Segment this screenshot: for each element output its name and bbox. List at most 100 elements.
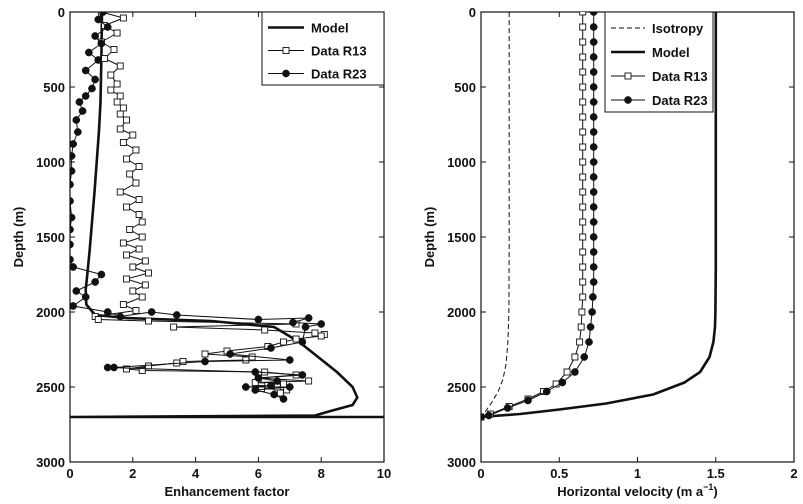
data-point-data-r13 bbox=[141, 281, 149, 289]
data-point-data-r23 bbox=[589, 83, 598, 91]
data-point-data-r23 bbox=[72, 116, 81, 124]
legend-label-isotropy: Isotropy bbox=[652, 21, 704, 36]
x-tick-label: 6 bbox=[255, 466, 262, 481]
data-point-data-r23 bbox=[484, 411, 493, 420]
data-point-data-r23 bbox=[70, 225, 74, 234]
data-point-data-r13 bbox=[116, 188, 124, 196]
data-point-data-r13 bbox=[579, 188, 587, 196]
data-point-data-r13 bbox=[201, 350, 209, 358]
data-point-data-r13 bbox=[107, 71, 115, 79]
y-tick-label: 2000 bbox=[447, 305, 476, 320]
data-point-data-r23 bbox=[251, 386, 260, 394]
series-model bbox=[70, 12, 384, 419]
data-point-data-r13 bbox=[579, 158, 587, 166]
data-point-data-r23 bbox=[301, 323, 310, 331]
data-point-data-r13 bbox=[119, 139, 127, 146]
data-point-data-r23 bbox=[78, 107, 87, 115]
data-point-data-r23 bbox=[586, 323, 595, 331]
data-point-data-r23 bbox=[542, 387, 551, 396]
data-point-data-r13 bbox=[292, 335, 300, 343]
data-point-data-r23 bbox=[81, 293, 90, 301]
x-tick-label: 2 bbox=[790, 466, 797, 481]
data-point-data-r23 bbox=[70, 167, 76, 175]
data-point-data-r23 bbox=[81, 92, 90, 100]
data-point-data-r13 bbox=[135, 245, 143, 253]
data-point-data-r13 bbox=[579, 128, 587, 136]
data-point-data-r23 bbox=[589, 53, 598, 61]
data-point-data-r13 bbox=[123, 365, 130, 373]
data-point-data-r23 bbox=[279, 395, 288, 403]
data-point-data-r23 bbox=[588, 308, 596, 316]
data-point-data-r23 bbox=[304, 314, 313, 322]
data-point-data-r23 bbox=[285, 356, 294, 364]
data-point-data-r23 bbox=[70, 140, 77, 148]
y-tick-label: 500 bbox=[43, 80, 65, 95]
data-point-data-r13 bbox=[576, 338, 584, 346]
data-point-data-r13 bbox=[579, 233, 587, 241]
data-point-data-r13 bbox=[116, 92, 124, 100]
legend-label-data-r13: Data R13 bbox=[652, 69, 708, 84]
data-point-data-r13 bbox=[242, 356, 250, 364]
data-point-data-r23 bbox=[589, 293, 597, 301]
data-point-data-r13 bbox=[311, 329, 319, 337]
data-point-data-r23 bbox=[91, 75, 99, 84]
data-point-data-r23 bbox=[241, 383, 250, 391]
data-point-data-r13 bbox=[107, 86, 115, 94]
data-point-data-r13 bbox=[116, 125, 124, 133]
data-point-data-r13 bbox=[579, 278, 587, 286]
data-point-data-r23 bbox=[70, 240, 74, 249]
data-point-data-r13 bbox=[280, 338, 287, 346]
y-tick-label: 0 bbox=[58, 5, 65, 20]
data-point-data-r13 bbox=[317, 332, 325, 340]
x-tick-label: 0.5 bbox=[550, 466, 568, 481]
data-point-data-r23 bbox=[94, 15, 103, 24]
data-point-data-r23 bbox=[91, 278, 99, 286]
data-point-data-r13 bbox=[579, 113, 587, 121]
data-point-data-r13 bbox=[579, 293, 587, 301]
data-point-data-r13 bbox=[110, 46, 118, 53]
data-point-data-r13 bbox=[138, 233, 146, 241]
x-tick-label: 0 bbox=[66, 466, 73, 481]
data-point-data-r23 bbox=[74, 128, 82, 136]
data-point-data-r13 bbox=[116, 62, 124, 70]
data-point-data-r23 bbox=[481, 413, 485, 421]
data-point-data-r23 bbox=[580, 353, 589, 361]
data-point-data-r23 bbox=[589, 233, 598, 241]
data-point-data-r13 bbox=[579, 203, 587, 211]
data-point-data-r13 bbox=[119, 104, 127, 112]
data-point-data-r23 bbox=[503, 404, 512, 412]
data-point-data-r23 bbox=[558, 378, 567, 387]
data-point-data-r13 bbox=[129, 287, 137, 295]
data-point-data-r23 bbox=[589, 203, 598, 211]
series-line-data-r13 bbox=[481, 12, 584, 418]
data-point-data-r23 bbox=[589, 143, 598, 151]
data-point-data-r13 bbox=[579, 12, 587, 16]
data-point-data-r13 bbox=[579, 83, 587, 91]
y-tick-label: 3000 bbox=[36, 455, 65, 470]
y-tick-label: 500 bbox=[454, 80, 476, 95]
right-panel-horizontal-velocity: 0 0.5 1 1.5 2 0 500 1000 1500 2000 2500 3000 Horizon… bbox=[422, 5, 798, 499]
data-point-data-r13 bbox=[113, 29, 121, 37]
data-point-data-r13 bbox=[123, 203, 130, 211]
data-point-data-r13 bbox=[123, 155, 130, 163]
y-tick-label: 3000 bbox=[447, 455, 476, 470]
data-point-data-r13 bbox=[280, 380, 287, 388]
data-point-data-r13 bbox=[119, 239, 127, 247]
data-point-data-r23 bbox=[317, 320, 326, 328]
data-point-data-r13 bbox=[170, 323, 178, 331]
data-point-data-r13 bbox=[123, 251, 130, 259]
x-tick-label: 10 bbox=[377, 466, 391, 481]
x-tick-label: 8 bbox=[318, 466, 325, 481]
data-point-data-r23 bbox=[103, 23, 112, 31]
data-point-data-r23 bbox=[147, 308, 156, 316]
legend-label-model: Model bbox=[311, 21, 349, 36]
data-point-data-r23 bbox=[289, 318, 297, 327]
y-axis-label: Depth (m) bbox=[11, 207, 26, 268]
legend-marker-data-r13 bbox=[282, 47, 290, 54]
data-point-data-r23 bbox=[270, 390, 278, 399]
data-point-data-r13 bbox=[132, 146, 140, 154]
data-point-data-r13 bbox=[579, 98, 587, 106]
y-tick-label: 2000 bbox=[36, 305, 65, 320]
data-point-data-r23 bbox=[589, 23, 598, 31]
data-point-data-r13 bbox=[119, 301, 127, 308]
